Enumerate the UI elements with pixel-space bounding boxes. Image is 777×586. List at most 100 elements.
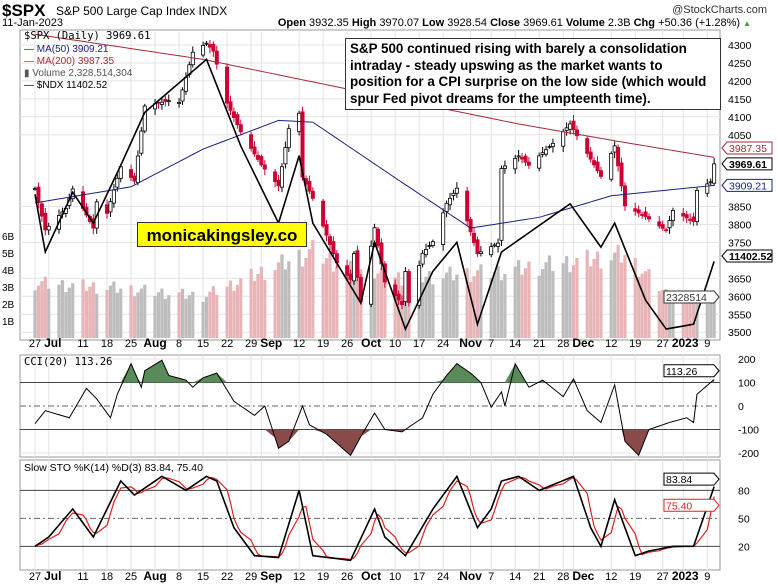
volume-bar [129,285,133,338]
legend-ma200-text: MA(200) 3987.35 [36,56,115,67]
candle-body [400,301,405,305]
ndx-tag-text: 11402.52 [729,251,772,263]
chg-value: +50.36 (+1.28%) [658,17,741,29]
watermark: monicakingsley.co [137,222,307,247]
candle-body [427,245,432,247]
legend-price: $SPX (Daily) 3969.61 [24,30,151,42]
volume-bar [619,262,624,338]
x-tick-label: 29 [245,338,257,350]
x-tick-label: Sep [260,336,282,350]
volume-tick-label: 6B [2,232,15,243]
volume-bar [263,279,267,338]
x-tick-label: 28 [557,571,569,583]
volume-bar [657,291,661,338]
candle-body [564,127,569,131]
x-tick-label: Oct [361,336,381,350]
volume-bar [235,284,239,338]
y-tick-label: 3500 [728,327,752,339]
volume-bar [153,295,157,338]
x-tick-label: 19 [629,338,641,350]
x-tick-label: 11 [77,338,88,350]
x-tick-label: 12 [605,338,617,350]
x-tick-label: Nov [459,336,482,350]
candle-body [640,214,645,216]
volume-tick-label: 1B [2,317,15,328]
candle-body [612,145,617,153]
candle-body [609,153,614,180]
volume-bar [667,299,672,338]
candle-body [283,147,288,165]
volume-bar [67,287,71,338]
volume-bar [204,296,209,338]
y-tick-label: 3600 [728,291,752,303]
y-tick-label: 4300 [728,40,752,52]
x-tick-label: 17 [413,338,425,350]
volume-bar [228,280,233,338]
volume-bar [493,271,497,338]
volume-bar [372,278,377,338]
x-tick-label: 18 [101,571,113,583]
candle-body [142,105,147,132]
candle-body [177,102,182,104]
x-tick-label: Nov [459,569,482,583]
volume-bar [160,288,164,338]
candle-body [585,138,590,154]
volume-bar [184,298,188,338]
candle-body [286,128,291,149]
volume-bar [637,276,641,338]
candle-body [420,252,425,265]
candle-body [499,168,504,241]
candle-body [406,271,411,303]
x-tick-label: Dec [572,569,594,583]
ndx-line [34,58,715,332]
volume-bar [479,264,483,338]
candle-body [646,216,651,220]
candle-body [475,239,480,254]
candle-body [633,208,638,212]
candle-body [526,161,531,166]
x-tick-label: 15 [197,338,209,350]
volume-bar [324,258,329,338]
candle-body [204,42,209,45]
candle-body [622,185,627,207]
x-tick-label: 21 [533,571,545,583]
volume-bar [225,286,229,338]
volume-bar [407,275,411,338]
x-tick-label: 2023 [672,569,699,583]
candle-body [712,163,717,184]
volume-bar [311,240,315,338]
cci-tag [663,364,720,378]
volume-bar [427,271,432,338]
volume-bar [43,276,47,338]
candle-body [688,218,693,221]
volume-bar [424,276,428,338]
volume-bar [451,280,456,338]
volume-bar [328,252,332,338]
x-tick-label: 10 [389,338,401,350]
volume-bar [348,260,353,338]
candle-body [451,192,456,196]
candle-body [684,214,689,219]
volume-bar [465,268,469,338]
candle-body [307,180,312,192]
x-tick-label: 17 [413,571,425,583]
volume-bar [91,282,95,338]
legend-ndx-text: $NDX 11402.52 [36,80,108,91]
candle-body [375,228,380,247]
candle-body [489,246,494,256]
volume-label: Volume [565,17,605,29]
volume-bar [71,283,75,338]
source-link[interactable]: @StockCharts.com [672,4,767,16]
candle-body [550,142,555,147]
candle-body [681,212,686,217]
volume-bar [681,293,685,338]
volume-bar [280,254,284,338]
candle-body [259,156,264,166]
volume-bar [259,266,263,338]
volume-bar [623,254,627,338]
volume-tick-label: 5B [2,249,15,260]
sto-tick-label: 80 [738,485,750,497]
candle-body [708,181,713,184]
x-tick-label: Sep [260,569,282,583]
volume-bar [661,289,665,338]
